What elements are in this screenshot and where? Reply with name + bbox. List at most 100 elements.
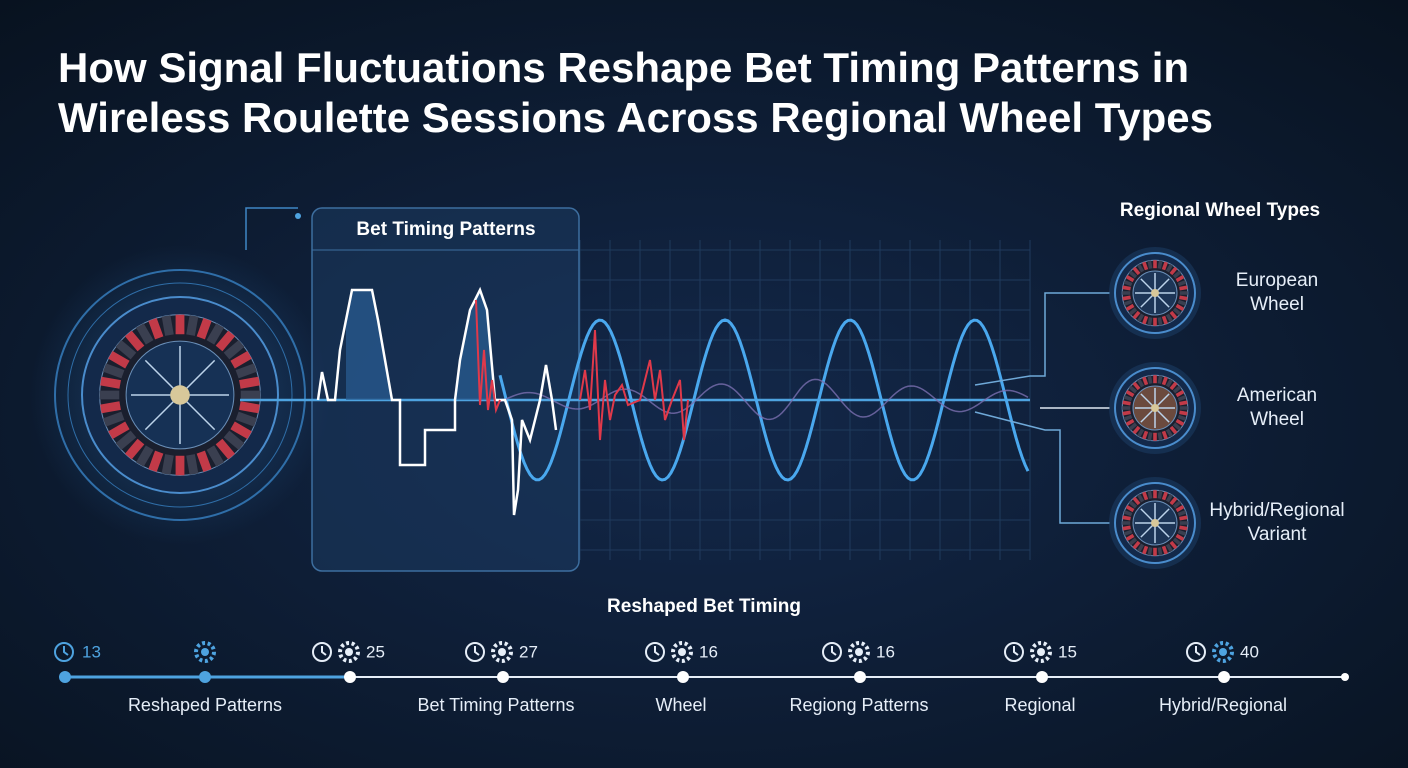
wheel-pocket [1175, 303, 1185, 311]
wheel-pocket [1175, 390, 1185, 398]
wheel-pocket [223, 430, 245, 451]
clock-icon [312, 642, 332, 662]
chip-center [1037, 648, 1045, 656]
wheel-pocket [1177, 529, 1187, 536]
wheel-pocket [1128, 270, 1138, 279]
wheel-pocket [1125, 533, 1135, 541]
wheel-pocket [1123, 299, 1133, 306]
wheel-pocket [1175, 275, 1185, 283]
chip-icon [1212, 641, 1234, 663]
wheel-pocket [1137, 378, 1145, 388]
noise-line [475, 299, 501, 414]
wheel-pocket [1169, 540, 1178, 550]
chip-center [678, 648, 686, 656]
marker-count: 25 [366, 642, 385, 661]
wheel-hub [1151, 289, 1159, 297]
wheel-pocket [1172, 500, 1182, 509]
wheel-pocket [1161, 376, 1168, 386]
wheel-pocket [1177, 510, 1187, 517]
clock-hands [474, 646, 480, 656]
chip-center [855, 648, 863, 656]
wheel-pocket [136, 445, 154, 467]
wheel-pocket [1122, 295, 1131, 301]
wheel-pocket [1177, 395, 1187, 402]
wheel-type-label: American [1237, 385, 1317, 406]
marker-count: 40 [1240, 642, 1259, 661]
wheel-pocket [1165, 543, 1173, 553]
wheel-pocket [215, 330, 236, 352]
wheel-pocket [235, 411, 258, 427]
wheel-type-label: Variant [1248, 524, 1308, 545]
wheel-pocket [1137, 493, 1145, 503]
marker-count: 13 [82, 642, 101, 661]
wheel-pocket [1128, 307, 1138, 316]
wheel-pocket [196, 450, 212, 473]
wheel-pocket [1157, 317, 1163, 326]
wheel-pocket [1172, 270, 1182, 279]
connector-dot [295, 213, 301, 219]
timeline-dot [59, 671, 71, 683]
wheel-pocket [1125, 275, 1135, 283]
chip-icon [491, 641, 513, 663]
wheel-pocket [1161, 491, 1168, 501]
wheel-pocket [1169, 266, 1178, 276]
wheel-pocket [1165, 263, 1173, 273]
marker-count: 16 [876, 642, 895, 661]
timeline-label: Regiong Patterns [789, 695, 928, 715]
wheel-pocket [215, 438, 236, 460]
connectors [974, 292, 1110, 524]
wheel-pocket [1165, 493, 1173, 503]
wheel-pocket [100, 376, 121, 389]
wheel-pocket [1125, 390, 1135, 398]
timeline-label: Bet Timing Patterns [417, 695, 574, 715]
wheel-pocket [1125, 418, 1135, 426]
wheel-pocket [1122, 410, 1131, 416]
wheel-pocket [1161, 315, 1168, 325]
wheel-pocket [1128, 500, 1138, 509]
wheel-pocket [1179, 525, 1188, 531]
wheel-pocket [102, 363, 125, 379]
wheel-type-label: Hybrid/Regional [1209, 500, 1344, 521]
wheel-pocket [1165, 428, 1173, 438]
wheel-pocket [124, 438, 145, 460]
wheel-pocket [148, 317, 164, 340]
wheel-pocket [186, 315, 199, 336]
clock-hands [831, 646, 837, 656]
wheel-pocket [1177, 280, 1187, 287]
wheel-pocket [136, 323, 154, 345]
wheel-pocket [1157, 375, 1163, 384]
panel-title: Bet Timing Patterns [356, 219, 535, 240]
wheel-pocket [1142, 315, 1149, 325]
title-line: How Signal Fluctuations Reshape Bet Timi… [58, 44, 1189, 91]
wheel-pocket [1177, 414, 1187, 421]
wheel-pocket [1165, 378, 1173, 388]
wheel-pocket [1147, 317, 1153, 326]
clock-icon [822, 642, 842, 662]
wheel-pocket [1177, 299, 1187, 306]
wheel-pocket [1169, 381, 1178, 391]
signal-wave [498, 318, 1030, 482]
wheel-pocket [1172, 385, 1182, 394]
wheel-pocket [108, 351, 130, 369]
wheel-pocket [1132, 381, 1141, 391]
wheel-pocket [1123, 395, 1133, 402]
wheel-pocket [1175, 533, 1185, 541]
wheel-pocket [1132, 310, 1141, 320]
wheel-pocket [1165, 313, 1173, 323]
wheel-pocket [1122, 285, 1131, 291]
connector [974, 411, 1110, 524]
signal-wave-minor [499, 378, 1029, 421]
marker-count: 16 [699, 642, 718, 661]
wheel-pocket [1175, 505, 1185, 513]
wheel-pocket [1132, 496, 1141, 506]
wheel-pocket [1128, 422, 1138, 431]
wheel-pocket [1122, 400, 1131, 406]
wheel-pocket [1169, 425, 1178, 435]
clock-hands [321, 646, 327, 656]
connector [245, 207, 298, 250]
chip-center [201, 648, 209, 656]
wheel-pocket [161, 315, 174, 336]
chip-icon [848, 641, 870, 663]
chip-center [345, 648, 353, 656]
wheel-pocket [1157, 260, 1163, 269]
